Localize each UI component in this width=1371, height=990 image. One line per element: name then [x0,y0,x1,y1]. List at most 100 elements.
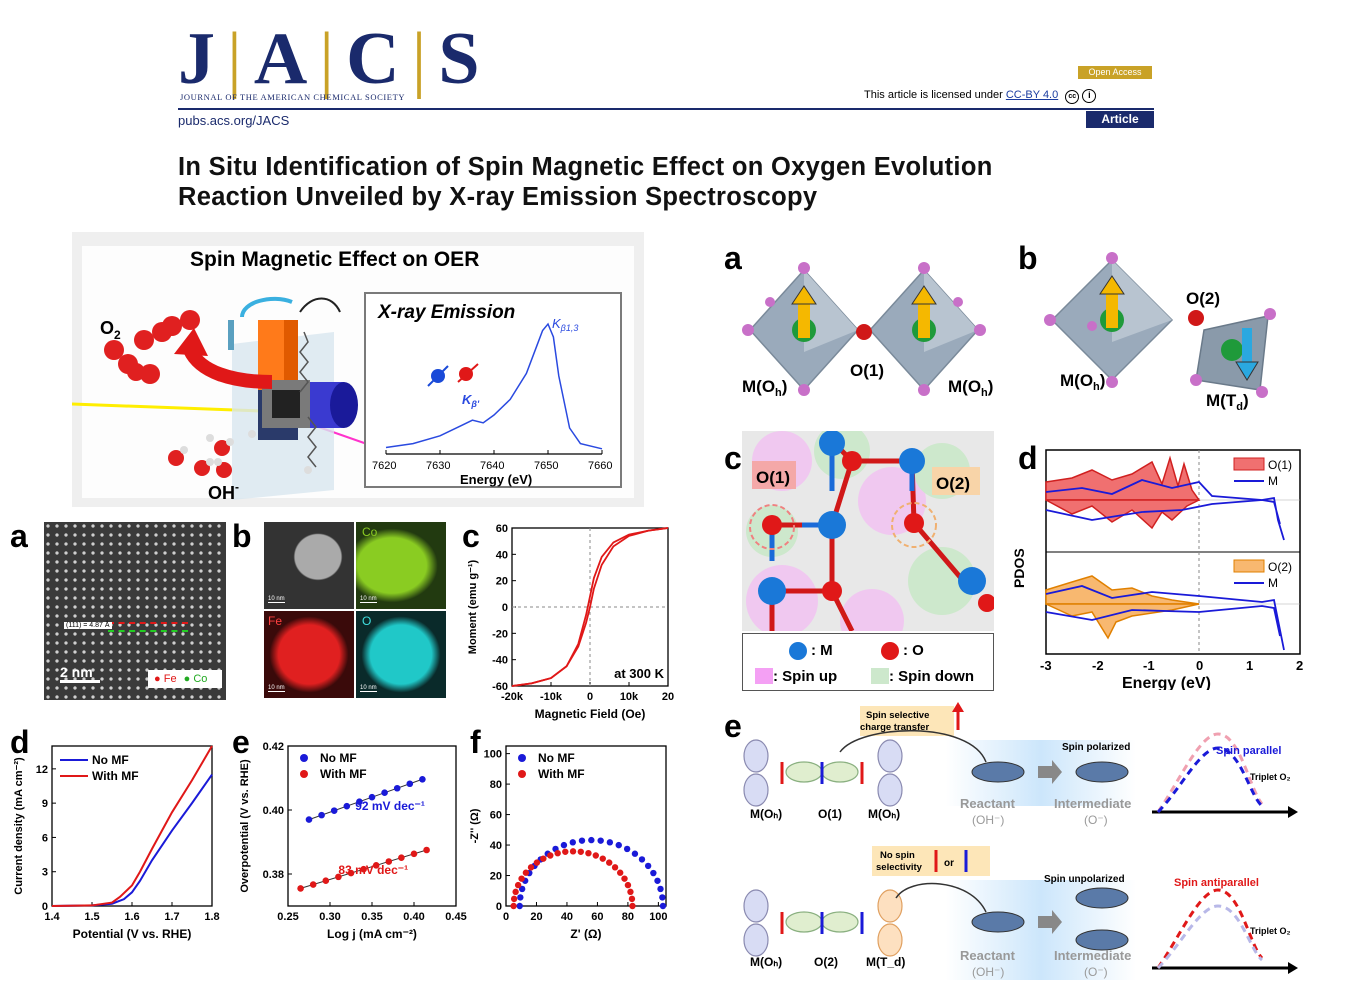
f-data-point [624,881,632,889]
f-xtick-label: 40 [561,911,573,923]
pdos-chart: PDOS -3 -2 -1 0 1 2 Energy (eV) O(1) M O… [1012,449,1303,690]
f-data-point [510,902,517,910]
e-data-point [356,798,363,805]
m-oh-top-right: M(Oₕ) [868,807,900,821]
d-xtick-label: 1.5 [84,911,99,923]
intermediate-label-bottom: Intermediate [1054,948,1131,963]
f-data-point [510,895,518,903]
d-ytick-label: 0 [42,901,48,913]
f-ytick-label: 60 [490,810,502,822]
legend-m-dot [789,642,807,660]
f-data-point [623,845,631,853]
octahedron-oh-b [1050,258,1174,382]
f-legend-label: With MF [538,767,585,781]
e-data-point [385,858,393,865]
f-data-point [518,875,525,882]
octahedron-oh-right [868,268,980,392]
f-data-point [522,869,530,876]
e-data-point [335,873,342,881]
f-xtick-label: 0 [503,911,509,923]
f-ytick-label: 20 [490,871,502,883]
eds-scale-3: 10 nm [268,685,285,692]
reactant-label-top: Reactant [960,796,1016,811]
legend-spin-down: : Spin down [889,668,974,685]
f-data-point [527,864,535,871]
f-ytick-label: 80 [490,779,502,791]
lattice-label: (111) = 4.87 Å [64,622,112,629]
eds-maps: Co Fe O 10 nm 10 nm 10 nm 10 nm [264,522,446,698]
f-data-point [577,848,585,855]
tetrahedron-td-b [1195,315,1269,391]
label-o1-a: O(1) [850,361,884,380]
license-link[interactable]: CC-BY 4.0 [1005,89,1059,101]
c-ytick-label: 0 [502,602,508,614]
d-xlabel: Potential (V vs. RHE) [73,927,192,941]
pdos-legend-o2: O(2) [1268,560,1292,574]
f-xtick-label: 80 [622,911,634,923]
title-line-1: In Situ Identification of Spin Magnetic … [178,153,993,181]
eds-scale-1: 10 nm [268,596,285,603]
octahedra-illustration: M(Oh) O(1) M(Oh) O(2) M(Oh) M(Td) [742,252,1276,413]
legend-spin-up: : Spin up [773,668,838,685]
d-xtick-label: 1.6 [124,911,139,923]
f-data-point [569,848,577,855]
c-ylabel: Moment (emu g⁻¹) [467,559,479,654]
d-legend-label: No MF [92,753,129,767]
reactant-sub-top: (OH⁻) [972,813,1004,827]
reactant-sub-bottom: (OH⁻) [972,965,1004,979]
legend-m: : M [811,642,833,659]
c-ytick-label: -60 [492,681,508,693]
e-data-point [330,807,338,814]
header-rule [178,108,1154,110]
pdos-legend-m1: M [1268,474,1278,488]
e-ylabel: Overpotential (V vs. RHE) [239,759,251,893]
eds-co-label: Co [362,525,378,539]
e-xlabel: Log j (mA cm⁻²) [327,927,417,941]
f-data-point [514,881,522,889]
e-xtick-label: 0.40 [403,911,424,923]
scale-bar-label: 2 nm [60,664,100,683]
f-ylabel: -Z'' (Ω) [469,808,481,843]
xes-tick-label: 7620 [372,460,396,472]
pdos-xticks: -3 -2 -1 0 1 2 [1040,658,1303,673]
f-legend-marker [518,754,526,762]
e-data-point [381,789,388,797]
f-data-point [597,837,604,844]
f-data-point [592,852,599,859]
c-xtick-label: 10k [620,691,639,703]
toc-heading: Spin Magnetic Effect on OER [190,248,480,271]
f-xtick-label: 60 [591,911,603,923]
label-o1-c: O(1) [756,468,790,487]
f-data-point [547,852,554,859]
jacs-logo[interactable]: J | A | C | S [178,18,482,100]
label-o2-b: O(2) [1186,289,1220,308]
spin-unpolarized-label: Spin unpolarized [1044,874,1125,885]
cc-icon: cc [1065,90,1080,104]
f-data-point [659,902,667,910]
panel-label-e-top: e [724,708,742,744]
c-xtick-label: -20k [501,691,524,703]
spin-polarized-label: Spin polarized [1062,742,1130,753]
xes-title: X-ray Emission [378,302,516,323]
spin-arrow-down [427,365,449,387]
site-link[interactable]: pubs.acs.org/JACS [178,113,290,128]
f-data-point [616,869,624,876]
pdos-ylabel: PDOS [1012,548,1027,588]
eds-scale-4: 10 nm [360,685,377,692]
e-data-point [393,784,401,792]
f-data-point [578,837,586,844]
f-data-point [657,885,664,893]
e-ytick-label: 0.40 [263,805,284,817]
f-xtick-label: 100 [649,911,667,923]
o1-top: O(1) [818,807,842,821]
e-data-point [372,862,380,869]
eis-chart: 0 20 40 60 80 100 0 20 40 60 80 100 No MF With MF Z' (… [469,745,668,941]
c-xtick-label: 20 [662,691,674,703]
d-ytick-label: 12 [36,764,48,776]
e-data-point [305,816,313,823]
pdos-xtick: 1 [1246,658,1253,673]
element-legend: ● Fe ● Co [148,670,222,688]
f-ytick-label: 100 [484,749,502,761]
f-data-point [631,850,639,857]
legend-down-swatch [871,668,889,684]
